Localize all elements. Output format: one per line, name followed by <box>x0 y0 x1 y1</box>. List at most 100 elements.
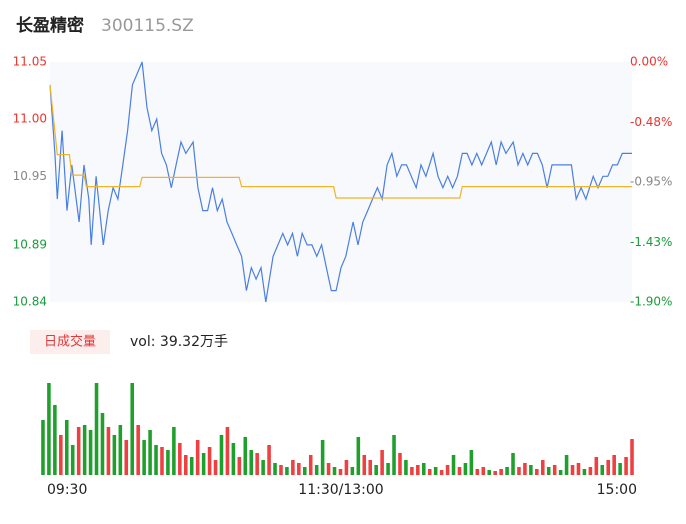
average-line <box>49 84 632 199</box>
volume-bar <box>76 427 81 475</box>
volume-bar <box>374 465 378 475</box>
volume-bar <box>160 447 164 475</box>
volume-bar <box>261 460 265 475</box>
volume-bar <box>291 460 295 475</box>
volume-bar <box>380 450 384 475</box>
volume-bar <box>600 465 605 475</box>
volume-bar <box>481 467 486 475</box>
volume-bar <box>457 467 462 475</box>
volume-bar <box>552 465 557 475</box>
volume-bar <box>308 455 313 475</box>
volume-bar <box>493 471 497 475</box>
volume-bar <box>362 455 367 475</box>
volume-bar <box>273 463 277 475</box>
volume-annotation: vol: 39.32万手 <box>130 334 228 350</box>
volume-bar <box>612 455 616 475</box>
volume-bar <box>404 460 408 475</box>
volume-bar <box>94 383 99 475</box>
volume-bar <box>588 467 593 475</box>
volume-bar <box>267 445 271 475</box>
volume-bar <box>154 445 158 475</box>
volume-bar <box>469 450 474 475</box>
volume-bar <box>433 467 438 475</box>
volume-bar <box>392 435 396 475</box>
y2-tick-label: 0.00% <box>630 55 668 69</box>
volume-bar <box>517 467 521 475</box>
volume-bar <box>570 465 575 475</box>
volume-bar <box>88 430 93 475</box>
volume-bar <box>213 460 218 475</box>
volume-bar <box>576 463 581 475</box>
volume-bar <box>195 440 200 475</box>
volume-bar <box>106 427 111 475</box>
volume-bar <box>350 467 355 475</box>
volume-bar <box>445 465 450 475</box>
x-tick-label: 11:30/13:00 <box>298 482 383 498</box>
volume-bar <box>416 465 420 475</box>
volume-bar <box>529 465 533 475</box>
volume-bar <box>189 457 194 475</box>
y-tick-label: 11.00 <box>13 112 47 126</box>
plot-area <box>50 62 632 302</box>
volume-bar <box>100 413 105 475</box>
volume-bar <box>237 457 242 475</box>
y-tick-label: 10.89 <box>13 237 47 251</box>
volume-bar <box>279 465 283 475</box>
volume-bar <box>148 430 152 475</box>
volume-bar <box>630 439 634 475</box>
volume-bar <box>505 467 509 475</box>
volume-bar <box>439 470 444 475</box>
volume-bar <box>201 453 206 475</box>
volume-bar <box>302 467 307 475</box>
volume-bar <box>225 427 230 475</box>
volume-bar <box>47 383 51 475</box>
volume-bar <box>535 469 539 475</box>
volume-bar <box>386 463 390 475</box>
volume-bar <box>183 455 188 475</box>
volume-bar <box>314 465 319 475</box>
volume-bar <box>112 435 117 475</box>
volume-bar <box>398 453 402 475</box>
volume-bar <box>356 437 361 475</box>
volume-bar <box>64 420 69 475</box>
volume-bar <box>546 467 551 475</box>
x-tick-label: 09:30 <box>47 482 87 498</box>
volume-bar <box>344 460 349 475</box>
volume-bar <box>332 467 337 475</box>
volume-bar <box>285 467 289 475</box>
volume-bar <box>606 460 611 475</box>
volume-bar <box>618 463 622 475</box>
y2-tick-label: -0.95% <box>630 175 672 189</box>
volume-bar <box>124 440 129 475</box>
volume-label: 日成交量 <box>44 334 96 350</box>
x-tick-label: 15:00 <box>597 482 637 498</box>
volume-bar <box>487 470 492 475</box>
stock-code: 300115.SZ <box>101 16 194 36</box>
volume-bar <box>368 460 373 475</box>
volume-bar <box>178 443 182 475</box>
chart-title: 长盈精密 <box>16 15 84 36</box>
volume-bar <box>463 463 468 475</box>
volume-bar <box>136 425 140 475</box>
volume-bar <box>59 435 63 475</box>
volume-bar <box>558 470 563 475</box>
volume-bar <box>166 450 170 475</box>
volume-bar <box>320 440 325 475</box>
volume-bar <box>410 467 414 475</box>
volume-bar <box>511 453 515 475</box>
volume-bar <box>475 469 480 475</box>
volume-bar <box>624 457 628 475</box>
volume-bar <box>142 440 146 475</box>
volume-bar <box>326 463 331 475</box>
y2-tick-label: -1.43% <box>630 235 672 249</box>
volume-bar <box>231 443 236 475</box>
price-line <box>49 61 632 303</box>
volume-bar <box>540 460 545 475</box>
volume-bar <box>172 427 176 475</box>
legend-box <box>30 330 110 354</box>
volume-bar <box>255 453 259 475</box>
y-tick-label: 11.05 <box>13 55 47 69</box>
y-tick-label: 10.84 <box>13 295 47 309</box>
volume-bar <box>118 425 123 475</box>
